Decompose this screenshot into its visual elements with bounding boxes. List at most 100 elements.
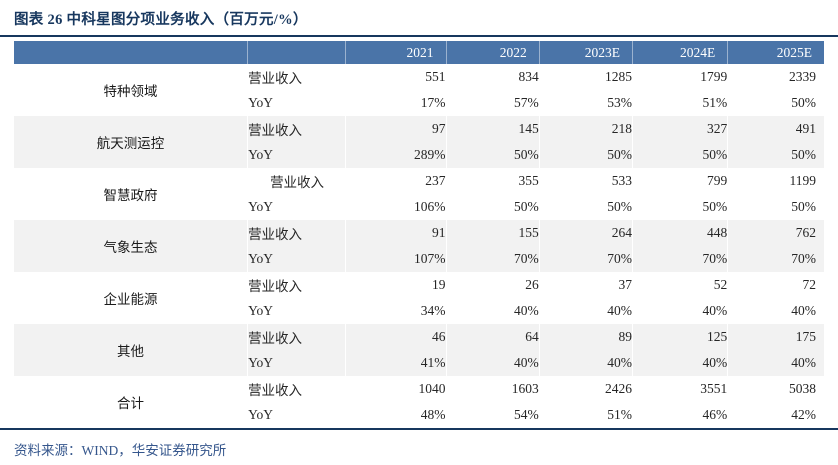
yoy-value-cell: 40%	[631, 350, 728, 376]
metric-label-cell: 营业收入	[247, 220, 346, 246]
revenue-value-cell: 1199	[727, 168, 824, 194]
yoy-value-cell: 40%	[727, 298, 824, 324]
yoy-value-cell: 53%	[538, 90, 633, 116]
group-name-cell: 特种领域	[103, 84, 158, 99]
year-header-cell: 2021	[345, 41, 447, 64]
table-row: 企业能源 营业收入 19 26 37 52 72	[14, 272, 824, 307]
metric-label-cell: YoY	[247, 194, 346, 220]
revenue-value-cell: 237	[345, 168, 447, 194]
yoy-value-cell: 40%	[538, 350, 633, 376]
top-rule	[0, 35, 838, 37]
yoy-value-cell: 17%	[345, 90, 447, 116]
revenue-value-cell: 834	[445, 64, 540, 90]
business-revenue-table: 2021 2022 2023E 2024E 2025E 特种领域 营业收入 551 834 12…	[14, 41, 824, 428]
revenue-value-cell: 1603	[445, 376, 540, 402]
revenue-value-cell: 155	[445, 220, 540, 246]
table-row: YoY 17% 57% 53% 51% 50%	[14, 90, 824, 116]
yoy-value-cell: 40%	[631, 298, 728, 324]
report-figure: 图表 26 中科星图分项业务收入（百万元/%） 2021 2022 2023E 202…	[0, 8, 838, 459]
revenue-value-cell: 5038	[727, 376, 824, 402]
yoy-value-cell: 40%	[445, 350, 540, 376]
year-header-cell: 2023E	[538, 41, 633, 64]
yoy-value-cell: 106%	[345, 194, 447, 220]
group-name-cell: 气象生态	[14, 220, 248, 272]
yoy-value-cell: 40%	[445, 298, 540, 324]
year-header-cell: 2025E	[727, 41, 824, 64]
bottom-rule	[0, 428, 838, 430]
yoy-value-cell: 50%	[445, 194, 540, 220]
revenue-value-cell: 26	[445, 272, 540, 298]
revenue-value-cell: 1040	[345, 376, 447, 402]
metric-label-cell: 营业收入	[247, 64, 346, 90]
revenue-value-cell: 355	[445, 168, 540, 194]
table-row: YoY 289% 50% 50% 50% 50%	[14, 142, 824, 168]
year-header-cell: 2022	[445, 41, 540, 64]
group-name-cell: 企业能源	[103, 292, 158, 307]
yoy-value-cell: 54%	[445, 402, 540, 428]
yoy-value-cell: 70%	[727, 246, 824, 272]
metric-label-cell: 营业收入	[247, 324, 346, 350]
table-row: YoY 107% 70% 70% 70% 70%	[14, 246, 824, 272]
yoy-value-cell: 40%	[538, 298, 633, 324]
revenue-value-cell: 2339	[727, 64, 824, 90]
revenue-value-cell: 1285	[538, 64, 633, 90]
yoy-value-cell: 50%	[538, 194, 633, 220]
revenue-value-cell: 52	[631, 272, 728, 298]
table-row: 智慧政府 营业收入 237 355 533 799 1199	[14, 168, 824, 203]
yoy-value-cell: 289%	[345, 142, 447, 168]
yoy-value-cell: 34%	[345, 298, 447, 324]
revenue-value-cell: 327	[631, 116, 728, 142]
metric-label-cell: 营业收入	[247, 376, 346, 402]
revenue-value-cell: 125	[631, 324, 728, 350]
revenue-value-cell: 491	[727, 116, 824, 142]
group-name-cell: 其他	[14, 324, 248, 376]
table-row: 气象生态 营业收入 91 155 264 448 762	[14, 220, 824, 272]
yoy-value-cell: 50%	[538, 142, 633, 168]
table-row: YoY 106% 50% 50% 50% 50%	[14, 194, 824, 220]
yoy-value-cell: 50%	[631, 194, 728, 220]
table-row: YoY 34% 40% 40% 40% 40%	[14, 298, 824, 324]
corner-group-cell	[14, 41, 248, 64]
revenue-value-cell: 91	[345, 220, 447, 246]
yoy-value-cell: 50%	[631, 142, 728, 168]
metric-label-cell: 营业收入	[247, 272, 346, 298]
yoy-value-cell: 46%	[631, 402, 728, 428]
yoy-value-cell: 50%	[727, 194, 824, 220]
group-name-cell: 智慧政府	[103, 188, 158, 203]
yoy-value-cell: 41%	[345, 350, 447, 376]
metric-label-cell: 营业收入	[247, 168, 346, 194]
revenue-value-cell: 799	[631, 168, 728, 194]
yoy-value-cell: 107%	[345, 246, 447, 272]
table-header-row: 2021 2022 2023E 2024E 2025E	[14, 41, 824, 64]
revenue-value-cell: 46	[345, 324, 447, 350]
revenue-value-cell: 72	[727, 272, 824, 298]
yoy-value-cell: 70%	[538, 246, 633, 272]
yoy-value-cell: 50%	[727, 142, 824, 168]
metric-label-cell: YoY	[247, 142, 346, 168]
revenue-value-cell: 551	[345, 64, 447, 90]
revenue-value-cell: 64	[445, 324, 540, 350]
yoy-value-cell: 50%	[445, 142, 540, 168]
table-body: 特种领域 营业收入 551 834 1285 1799 2339 YoY 17% 57% 53% 51…	[14, 64, 824, 428]
revenue-value-cell: 533	[538, 168, 633, 194]
yoy-value-cell: 51%	[538, 402, 633, 428]
revenue-value-cell: 1799	[631, 64, 728, 90]
corner-metric-cell	[247, 41, 346, 64]
revenue-value-cell: 762	[727, 220, 824, 246]
revenue-value-cell: 89	[538, 324, 633, 350]
revenue-value-cell: 97	[345, 116, 447, 142]
revenue-value-cell: 264	[538, 220, 633, 246]
figure-title: 图表 26 中科星图分项业务收入（百万元/%）	[14, 12, 308, 28]
revenue-value-cell: 37	[538, 272, 633, 298]
metric-label-cell: YoY	[247, 402, 346, 428]
revenue-value-cell: 2426	[538, 376, 633, 402]
table-row: 合计 营业收入 1040 1603 2426 3551 5038	[14, 376, 824, 411]
year-header-cell: 2024E	[631, 41, 728, 64]
table-row: 航天测运控 营业收入 97 145 218 327 491	[14, 116, 824, 168]
yoy-value-cell: 51%	[631, 90, 728, 116]
table-row: YoY 41% 40% 40% 40% 40%	[14, 350, 824, 376]
metric-label-cell: 营业收入	[247, 116, 346, 142]
revenue-value-cell: 448	[631, 220, 728, 246]
table-row: 特种领域 营业收入 551 834 1285 1799 2339	[14, 64, 824, 99]
revenue-value-cell: 19	[345, 272, 447, 298]
